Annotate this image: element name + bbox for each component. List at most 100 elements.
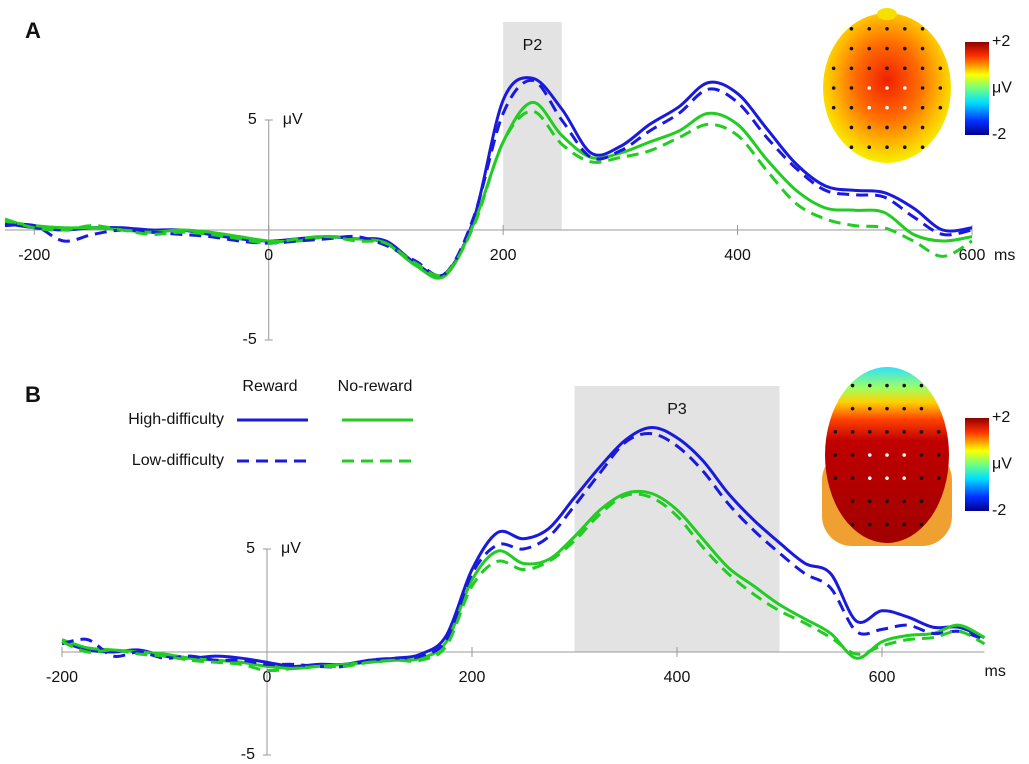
colorbar-tick-label: -2 [992, 126, 1006, 143]
electrode [849, 86, 854, 90]
electrode [867, 86, 872, 90]
electrode [885, 46, 889, 51]
colorbar-label: μV [992, 456, 1012, 473]
y-unit: μV [281, 540, 301, 557]
electrode [885, 406, 889, 411]
electrode [885, 66, 889, 71]
electrode [850, 383, 855, 388]
electrode [902, 453, 907, 457]
electrode [833, 453, 838, 457]
electrode [831, 66, 836, 71]
x-tick-label: -200 [18, 247, 50, 264]
erp-line [61, 432, 985, 669]
electrode [920, 105, 925, 110]
colorbar [965, 42, 989, 135]
legend-row: High-difficulty [128, 411, 224, 428]
electrode [849, 26, 854, 31]
electrode [885, 476, 889, 480]
electrode [885, 86, 889, 90]
erp-line [61, 492, 986, 673]
electrode [850, 406, 855, 411]
electrode [849, 125, 854, 130]
electrode [850, 522, 855, 527]
legend-column: Reward [242, 378, 297, 395]
electrode [867, 453, 872, 457]
legend-row: Low-difficulty [132, 452, 224, 469]
electrode [850, 453, 855, 457]
window-label: P3 [667, 401, 687, 418]
electrode [885, 145, 889, 150]
electrode [885, 499, 889, 504]
electrode [936, 476, 941, 480]
electrode [833, 476, 838, 480]
electrode [902, 105, 907, 110]
electrode [920, 125, 925, 130]
electrode [885, 125, 889, 130]
electrode [885, 453, 889, 457]
x-tick-label: 200 [490, 247, 517, 264]
electrode [920, 86, 925, 90]
y-tick-label: -5 [242, 331, 256, 348]
erp-line [4, 109, 973, 278]
electrode [902, 476, 907, 480]
erp-line [4, 78, 973, 278]
y-tick-label: -5 [241, 746, 255, 763]
x-tick-label: -200 [46, 669, 78, 686]
electrode [867, 145, 872, 150]
electrode [919, 406, 924, 411]
electrode [850, 476, 855, 480]
time-window [574, 386, 780, 652]
colorbar-tick-label: -2 [992, 502, 1006, 519]
colorbar-label: μV [992, 80, 1012, 97]
y-tick-label: 5 [246, 540, 255, 557]
electrode [902, 86, 907, 90]
electrode [936, 453, 941, 457]
electrode [902, 499, 907, 504]
electrode [902, 66, 907, 71]
panel-label: A [25, 18, 41, 43]
electrode [938, 66, 943, 71]
x-tick-label: 400 [664, 669, 691, 686]
electrode [867, 522, 872, 527]
electrode [849, 105, 854, 110]
electrode [867, 26, 872, 31]
erp-line [61, 425, 986, 668]
electrode [902, 406, 907, 411]
electrode [919, 383, 924, 388]
electrode [885, 105, 889, 110]
x-tick-label: 0 [264, 247, 273, 264]
electrode [867, 499, 872, 504]
legend-column: No-reward [338, 378, 413, 395]
x-unit: ms [985, 663, 1006, 680]
electrode [867, 383, 872, 388]
x-tick-label: 600 [959, 247, 986, 264]
electrode [920, 46, 925, 51]
electrode [920, 145, 925, 150]
electrode [849, 145, 854, 150]
electrode [919, 522, 924, 527]
electrode [833, 430, 838, 434]
electrode [831, 86, 836, 90]
electrode [849, 66, 854, 71]
electrode [902, 125, 907, 130]
colorbar-tick-label: +2 [992, 409, 1010, 426]
electrode [831, 105, 836, 110]
electrode [867, 105, 872, 110]
x-tick-label: 600 [869, 669, 896, 686]
electrode [938, 86, 943, 90]
y-unit: μV [283, 111, 303, 128]
electrode [902, 383, 907, 388]
x-tick-label: 200 [459, 669, 486, 686]
electrode [902, 46, 907, 51]
panel-label: B [25, 382, 41, 407]
x-unit: ms [994, 247, 1015, 264]
electrode [919, 476, 924, 480]
electrode [867, 476, 872, 480]
electrode [936, 430, 941, 434]
electrode [919, 430, 924, 434]
window-label: P2 [523, 37, 543, 54]
electrode [885, 383, 889, 388]
electrode [849, 46, 854, 51]
electrode [850, 430, 855, 434]
y-tick-label: 5 [248, 111, 257, 128]
